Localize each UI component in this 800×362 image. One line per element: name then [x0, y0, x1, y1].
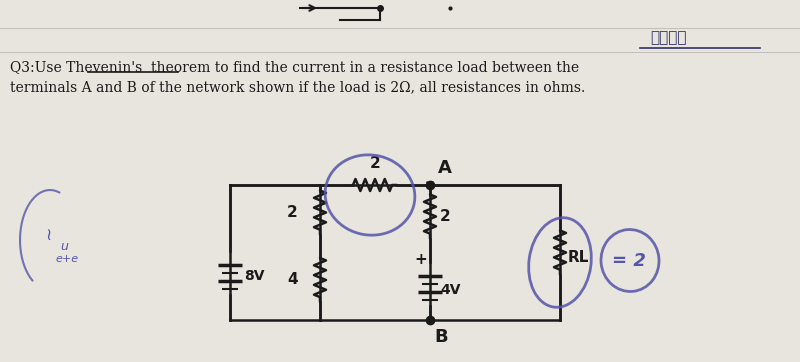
- Text: جرار: جرار: [650, 30, 686, 46]
- Text: 8V: 8V: [244, 269, 265, 283]
- Text: Q3:Use Thevenin's  theorem to find the current in a resistance load between the: Q3:Use Thevenin's theorem to find the cu…: [10, 60, 579, 74]
- Text: 4: 4: [287, 273, 298, 287]
- Text: terminals A and B of the network shown if the load is 2Ω, all resistances in ohm: terminals A and B of the network shown i…: [10, 80, 586, 94]
- Text: A: A: [438, 159, 452, 177]
- Text: $\wr$: $\wr$: [45, 226, 51, 244]
- Text: 2: 2: [370, 156, 380, 171]
- Text: 4V: 4V: [440, 283, 461, 297]
- Text: e+e: e+e: [55, 254, 78, 264]
- Text: 2: 2: [440, 209, 450, 224]
- Text: RL: RL: [568, 250, 590, 265]
- Text: u: u: [60, 240, 68, 253]
- Text: 2: 2: [287, 205, 298, 220]
- Text: B: B: [434, 328, 448, 346]
- Text: = 2: = 2: [612, 252, 646, 269]
- Text: +: +: [414, 253, 426, 268]
